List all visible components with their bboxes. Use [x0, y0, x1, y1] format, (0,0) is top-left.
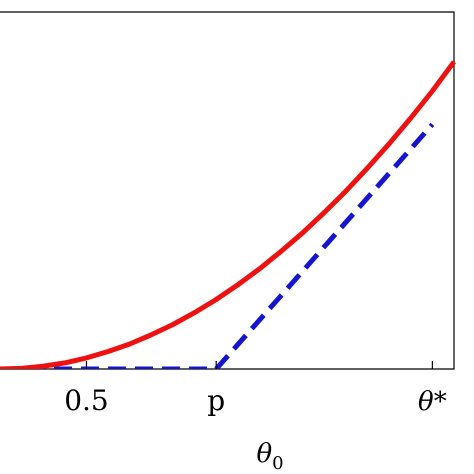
series-line-dashed	[0, 122, 435, 369]
x-axis-label: θ0	[256, 439, 283, 474]
x-tick-label: θ*	[418, 387, 447, 417]
x-axis-label-subscript: 0	[272, 453, 283, 474]
x-axis-label-main: θ	[256, 439, 272, 469]
x-ticks: 0.5 p θ*	[64, 361, 447, 417]
plot-area	[0, 11, 455, 370]
x-tick-label: p	[207, 384, 225, 417]
chart-marks	[0, 60, 457, 369]
series-line-solid	[0, 60, 457, 369]
axes-frame	[0, 11, 455, 370]
x-tick-label: 0.5	[64, 384, 109, 417]
